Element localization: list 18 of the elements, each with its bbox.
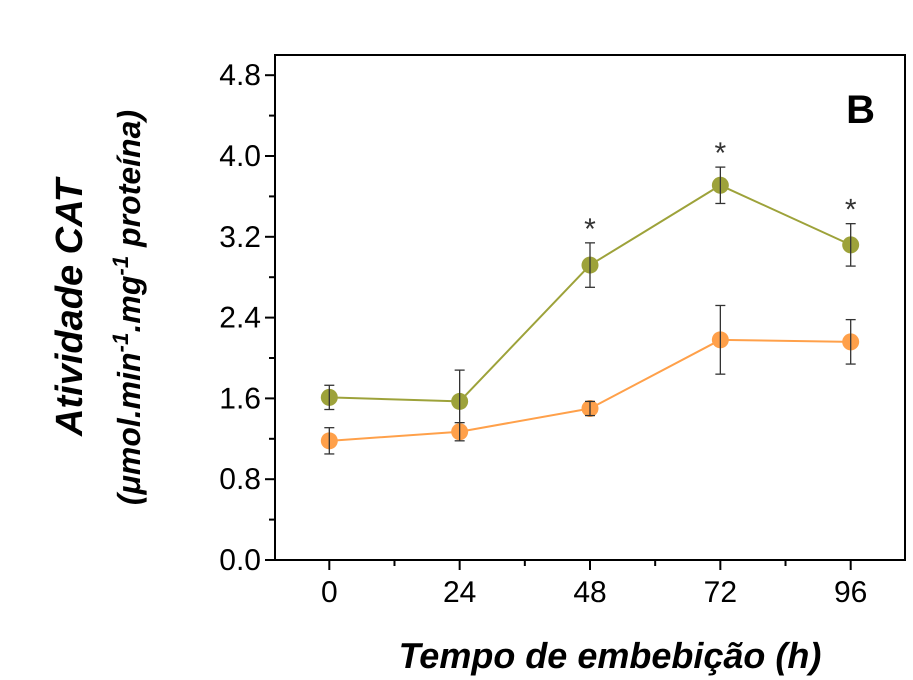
- y-tick-label: 0.0: [219, 544, 261, 577]
- y-tick-label: 4.0: [219, 140, 261, 173]
- annotation: *: [844, 194, 857, 227]
- y-tick-label: 3.2: [219, 220, 261, 254]
- x-tick-label: 0: [320, 576, 338, 609]
- x-tick-label: 24: [442, 576, 476, 609]
- point: [582, 256, 598, 274]
- x-axis-title: Tempo de embebição (h): [398, 635, 822, 676]
- annotation: *: [714, 137, 726, 170]
- x-tick-label: 72: [704, 576, 738, 609]
- x-tick-label: 96: [834, 576, 868, 609]
- x-tick-label: 48: [573, 576, 607, 609]
- y-tick-label: 4.8: [219, 59, 261, 92]
- y-tick-label: 2.4: [219, 302, 261, 335]
- annotation: *: [584, 212, 596, 246]
- y-tick-label: 0.8: [219, 463, 261, 496]
- annotation: B: [846, 88, 875, 132]
- y-tick-label: 1.6: [219, 382, 261, 416]
